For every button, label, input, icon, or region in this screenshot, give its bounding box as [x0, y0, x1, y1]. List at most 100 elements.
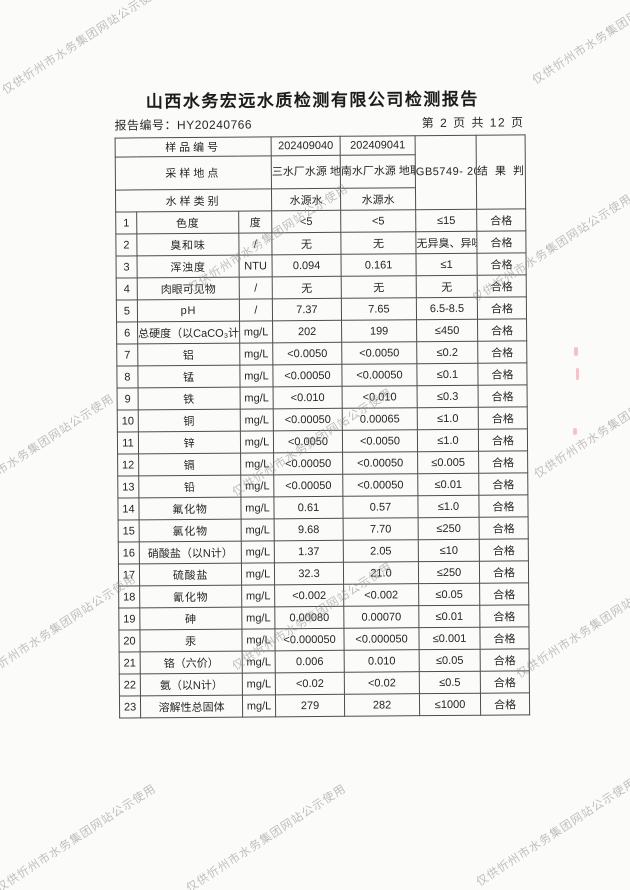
table-row: 18 氰化物 mg/L <0.002 <0.002 ≤0.05 合格 — [118, 582, 529, 609]
result-value: 合格 — [477, 340, 527, 364]
table-row: 4 肉眼可见物 / 无无无合格 — [116, 274, 527, 301]
report-number-value: HY20240766 — [176, 117, 253, 133]
param-name: 溶解性总固体 — [140, 695, 243, 718]
limit-value: ≤1 — [416, 253, 478, 276]
results-body: 1 色度度 <5 <5 ≤15 合格 2 臭和味 / 无无无异臭、异味 合格 3 浑浊度 NTU 0.094… — [115, 208, 530, 719]
param-name: 总硬度（以CaCO₃计） — [137, 321, 240, 344]
result-value: 合格 — [480, 692, 530, 716]
unit: mg/L — [240, 430, 274, 454]
sample1-value: 1.37 — [274, 540, 344, 563]
row-number: 17 — [118, 563, 140, 587]
table-row: 20 汞 mg/L <0.000050 <0.000050 ≤0.001 合格 — [118, 626, 530, 653]
sample2-value: <0.00050 — [342, 451, 418, 475]
result-value: 合格 — [478, 472, 528, 496]
row-number: 21 — [119, 651, 141, 675]
table-row: 11 锌 mg/L <0.0050 <0.0050 ≤1.0 合格 — [117, 428, 528, 455]
result-column-header: 结 果 判 定 — [476, 134, 526, 210]
row-number: 11 — [117, 431, 139, 455]
limit-value: 6.5-8.5 — [416, 297, 478, 320]
table-row: 19 砷 mg/L 0.00080 0.00070 ≤0.01 合格 — [118, 604, 529, 631]
param-name: 砷 — [139, 607, 242, 630]
param-name: 氰化物 — [139, 585, 242, 608]
category-2: 水源水 — [340, 187, 416, 211]
sample1-value: <0.00050 — [273, 408, 343, 431]
result-value: 合格 — [479, 582, 529, 606]
param-name: 浑浊度 — [137, 255, 240, 278]
unit: / — [238, 232, 273, 256]
param-name: 肉眼可见物 — [137, 277, 240, 300]
page-indicator: 第 2 页 共 12 页 — [421, 115, 525, 131]
sample2-value: <0.000050 — [343, 627, 420, 651]
sample1-value: <0.00050 — [273, 474, 343, 497]
limit-value: ≤0.1 — [416, 363, 479, 386]
limit-value: ≤10 — [418, 539, 480, 562]
sample2-value: 199 — [341, 319, 417, 343]
location-1: 三水厂水源 地取水口 — [271, 155, 341, 189]
unit: mg/L — [241, 606, 275, 630]
row-number: 12 — [117, 453, 139, 477]
limit-value: ≤0.5 — [419, 671, 481, 694]
result-value: 合格 — [477, 274, 527, 298]
param-name: pH — [137, 299, 240, 322]
sample1-value: <0.0050 — [272, 342, 342, 365]
row-number: 18 — [118, 585, 140, 609]
table-row: 17 硫酸盐 mg/L 32.3 21.0 ≤250 合格 — [118, 560, 529, 587]
row-number: 7 — [116, 343, 138, 367]
result-value: 合格 — [479, 516, 529, 540]
sample1-value: 无 — [272, 276, 342, 299]
sample1-value: 279 — [275, 694, 345, 717]
sample1-value: <0.00050 — [272, 364, 343, 387]
limit-value: ≤0.005 — [417, 451, 479, 474]
unit: mg/L — [240, 386, 274, 410]
table-row: 13 铅 mg/L <0.00050 <0.00050 ≤0.01 合格 — [117, 472, 528, 499]
result-value: 合格 — [480, 648, 530, 672]
table-row: 5 pH/7.37 7.65 6.5-8.5 合格 — [116, 296, 527, 323]
row-number: 13 — [117, 475, 139, 499]
sample-no-label: 样品编号 — [115, 136, 272, 158]
result-value: 合格 — [478, 494, 529, 518]
result-value: 合格 — [480, 670, 530, 694]
param-name: 臭和味 — [136, 233, 240, 256]
sample2-value: <0.00050 — [342, 473, 418, 497]
param-name: 铝 — [137, 343, 240, 366]
result-value: 合格 — [477, 362, 528, 386]
unit: mg/L — [241, 628, 276, 652]
row-number: 19 — [118, 607, 140, 631]
param-name: 汞 — [139, 629, 243, 652]
row-number: 14 — [117, 497, 140, 521]
sample2-value: <0.010 — [342, 385, 418, 409]
unit: mg/L — [239, 342, 273, 366]
sample1-value: 0.094 — [272, 254, 342, 277]
table-row: 14 氟化物 mg/L 0.61 0.57 ≤1.0 合格 — [117, 494, 529, 521]
limit-value: ≤0.001 — [418, 627, 481, 650]
unit: mg/L — [242, 650, 276, 674]
table-row: 21 铬（六价） mg/L 0.006 0.010 ≤0.05 合格 — [119, 648, 530, 675]
limit-value: ≤0.01 — [417, 473, 479, 496]
table-row: 16 硝酸盐（以N计） mg/L 1.37 2.05 ≤10 合格 — [118, 538, 529, 565]
result-value: 合格 — [479, 538, 529, 562]
result-value: 合格 — [478, 428, 528, 452]
limit-column-header: GB5749- 2022 限值 — [415, 135, 477, 210]
sample2-value: <0.002 — [343, 583, 419, 607]
sample2-value: 无 — [340, 231, 417, 255]
result-value: 合格 — [479, 626, 530, 650]
row-number: 3 — [116, 255, 138, 279]
unit: mg/L — [240, 496, 275, 520]
unit: mg/L — [242, 672, 276, 696]
table-row: 23 溶解性总固体 mg/L 279 282 ≤1000 合格 — [119, 692, 530, 719]
sample2-value: <0.0050 — [341, 341, 417, 365]
sample2-value: 21.0 — [343, 561, 419, 585]
param-name: 铅 — [138, 475, 241, 498]
row-number: 15 — [118, 519, 140, 543]
sample1-value: <0.02 — [275, 672, 345, 695]
param-name: 镉 — [138, 453, 241, 476]
unit: mg/L — [241, 584, 275, 608]
sample1-value: <0.010 — [273, 386, 343, 409]
limit-value: ≤0.3 — [417, 385, 479, 408]
row-number: 5 — [116, 299, 138, 323]
table-row: 12 镉 mg/L <0.00050 <0.00050 ≤0.005 合格 — [117, 450, 528, 477]
row-number: 22 — [119, 673, 141, 697]
unit: mg/L — [241, 562, 275, 586]
table-row: 9 铁 mg/L <0.010 <0.010 ≤0.3 合格 — [117, 384, 528, 411]
row-number: 2 — [115, 233, 138, 257]
